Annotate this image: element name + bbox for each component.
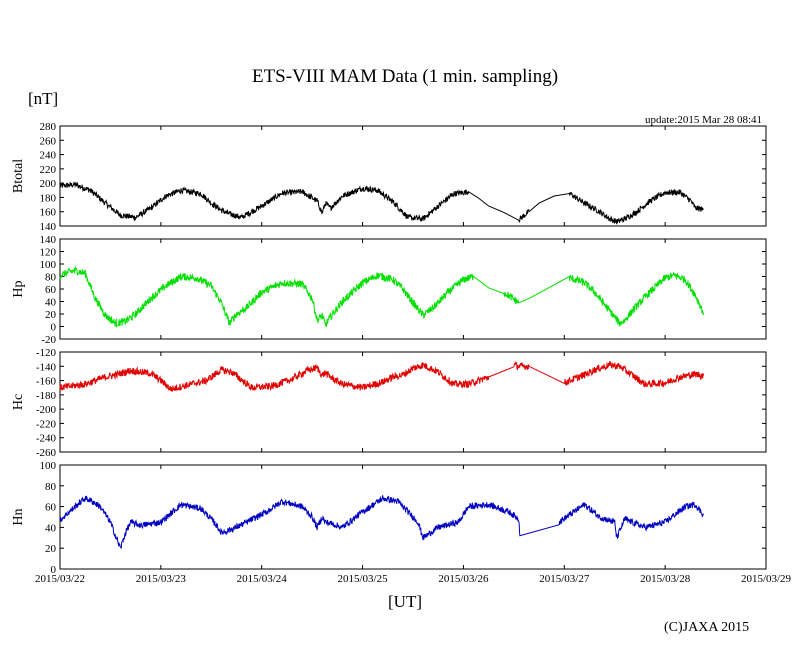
y-tick-label: 40 — [45, 297, 57, 309]
x-tick-label: 2015/03/29 — [741, 573, 792, 585]
y-tick-label: 240 — [40, 150, 57, 162]
panel-frame-btotal — [59, 125, 767, 227]
y-tick-label: 100 — [40, 460, 57, 472]
series-line-hn — [59, 494, 704, 550]
y-tick-label: 140 — [40, 221, 57, 233]
panel-ylabel-hp: Hp — [11, 280, 26, 297]
series-line-btotal — [59, 181, 704, 225]
y-tick-label: 60 — [45, 284, 57, 296]
y-tick-label: -220 — [36, 418, 57, 430]
y-tick-label: 0 — [51, 322, 57, 334]
y-tick-label: 220 — [40, 164, 57, 176]
y-tick-label: 20 — [45, 309, 57, 321]
y-tick-label: 280 — [40, 121, 57, 133]
y-tick-label: -260 — [36, 447, 57, 459]
y-tick-label: 80 — [45, 272, 57, 284]
x-tick-label: 2015/03/26 — [438, 573, 489, 585]
y-tick-label: 260 — [40, 135, 57, 147]
panel-ylabel-hn: Hn — [11, 508, 26, 525]
chart-title: ETS-VIII MAM Data (1 min. sampling) — [251, 66, 559, 87]
y-tick-label: 160 — [40, 207, 57, 219]
y-tick-label: 40 — [45, 522, 57, 534]
x-axis-label: [UT] — [388, 592, 422, 611]
x-tick-label: 2015/03/23 — [136, 573, 187, 585]
x-tick-label: 2015/03/24 — [237, 573, 288, 585]
y-tick-label: 180 — [40, 192, 57, 204]
series-line-hp — [59, 265, 704, 329]
panel-frame-hc — [59, 351, 767, 453]
y-tick-label: 20 — [45, 543, 57, 555]
y-tick-label: 100 — [40, 259, 57, 271]
panel-ylabel-btotal: Btotal — [11, 159, 26, 193]
y-tick-label: 80 — [45, 481, 57, 493]
y-tick-label: 60 — [45, 502, 57, 514]
panel-ylabel-hc: Hc — [11, 394, 26, 410]
x-tick-label: 2015/03/25 — [338, 573, 389, 585]
copyright-text: (C)JAXA 2015 — [664, 620, 750, 635]
series-line-hc — [59, 360, 704, 392]
y-tick-label: 140 — [40, 234, 57, 246]
x-tick-label: 2015/03/27 — [539, 573, 590, 585]
x-tick-label: 2015/03/22 — [35, 573, 85, 585]
x-tick-label: 2015/03/28 — [640, 573, 691, 585]
update-timestamp: update:2015 Mar 28 08:41 — [644, 114, 762, 126]
y-tick-label: -240 — [36, 433, 57, 445]
y-tick-label: -140 — [36, 361, 57, 373]
y-tick-label: -20 — [41, 334, 56, 346]
unit-label: [nT] — [28, 89, 59, 108]
panel-frame-hp — [59, 238, 767, 340]
panel-frame-hn — [59, 464, 767, 570]
y-tick-label: 120 — [40, 247, 57, 259]
y-tick-label: -180 — [36, 390, 57, 402]
y-tick-label: -160 — [36, 376, 57, 388]
y-tick-label: -200 — [36, 404, 57, 416]
y-tick-label: -120 — [36, 347, 57, 359]
y-tick-label: 200 — [40, 178, 57, 190]
y-tick-label: 0 — [51, 564, 57, 576]
